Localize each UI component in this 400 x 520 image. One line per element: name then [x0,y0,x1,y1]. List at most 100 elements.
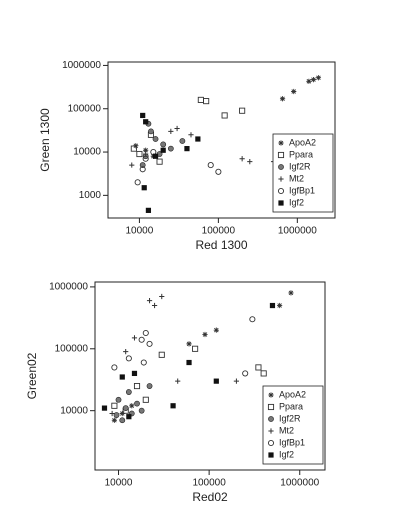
legend-marker [277,151,285,159]
y-tick-label: 10000 [73,147,101,158]
y-tick-label: 10000 [60,405,88,416]
marker-mt2 [174,125,180,132]
legend-marker [267,403,275,411]
marker-ppara [133,382,141,390]
legend-label: Igf2R [289,161,311,171]
marker-mt2 [233,378,240,384]
marker-ppara [203,98,210,105]
marker-mt2 [168,128,174,134]
marker-igf2r [139,162,146,168]
legend-label: Ppara [289,149,313,159]
marker-igfbp1 [139,166,146,173]
marker-apoa2 [111,417,117,423]
marker-igf2 [195,136,201,142]
legend-marker [268,392,274,398]
marker-igf2 [119,374,125,380]
marker-apoa2 [202,331,208,338]
x-tick-label: 1000000 [280,478,319,489]
marker-igf2r [152,136,159,142]
legend-marker [268,416,274,422]
y-tick-label: 1000000 [49,282,88,293]
marker-igf2 [269,302,276,309]
x-tick-label: 100000 [192,478,226,489]
legend-box [262,385,324,465]
marker-mt2 [129,162,135,168]
marker-mt2 [175,378,181,384]
x-tick-label: 1000000 [278,226,317,237]
legend-label: Mt2 [279,425,294,435]
legend-marker [278,176,284,182]
x-tick-label: 100000 [202,226,236,237]
marker-igfbp1 [215,168,222,175]
plot-frame [94,281,326,471]
marker-igf2 [145,207,152,213]
marker-apoa2 [213,327,219,333]
marker-igf2 [131,370,138,377]
marker-apoa2 [310,77,317,83]
marker-igfbp1 [242,370,249,377]
marker-igfbp1 [138,336,145,343]
marker-igf2r [134,400,140,407]
legend-marker [268,452,274,458]
marker-igf2 [184,146,190,152]
legend-label: ApoA2 [279,389,306,399]
marker-igf2 [141,185,147,191]
y-axis-title: Green02 [25,352,39,399]
marker-igf2r [138,407,145,414]
marker-apoa2 [291,88,297,95]
marker-igfbp1 [125,355,132,362]
y-tick-label: 100000 [55,343,89,354]
marker-igfbp1 [146,340,153,347]
legend-marker [277,187,285,195]
marker-ppara [111,402,118,409]
legend-marker [267,439,275,447]
marker-igf2r [148,128,154,135]
marker-igfbp1 [140,359,147,366]
legend-label: IgfBp1 [279,437,305,447]
marker-igfbp1 [207,162,214,169]
marker-ppara [255,364,262,371]
marker-ppara [156,158,163,165]
marker-mt2 [123,349,129,355]
legend-label: Mt2 [289,173,304,183]
marker-ppara [260,370,267,377]
y-tick-label: 1000000 [62,60,101,71]
marker-igfbp1 [249,316,256,323]
marker-mt2 [151,302,158,309]
marker-ppara [239,107,246,114]
y-tick-label: 100000 [68,103,102,114]
marker-igf2r [115,396,122,403]
marker-ppara [142,396,149,403]
marker-apoa2 [119,410,125,417]
marker-igf2 [160,147,166,153]
marker-apoa2 [315,75,322,81]
marker-apoa2 [306,78,312,84]
marker-ppara [197,96,204,103]
marker-apoa2 [186,341,192,347]
x-axis-title: Red02 [192,490,228,504]
marker-igf2r [122,405,129,412]
marker-ppara [192,345,199,352]
x-tick-label: 10000 [105,478,133,489]
marker-igfbp1 [142,155,149,162]
marker-mt2 [109,410,115,417]
marker-igf2 [152,153,159,159]
y-axis-title: Green 1300 [38,108,52,172]
marker-apoa2 [129,403,135,409]
marker-apoa2 [279,96,286,102]
marker-igf2r [160,141,167,148]
marker-apoa2 [288,290,294,296]
marker-mt2 [188,132,194,138]
marker-igf2 [101,405,108,411]
marker-apoa2 [143,147,149,153]
y-tick-label: 1000 [79,190,102,201]
marker-igf2r [119,417,126,424]
legend-marker [278,164,284,170]
marker-igf2r [113,412,120,418]
marker-igf2 [143,119,149,125]
marker-igf2r [125,389,132,395]
marker-mt2 [146,298,153,304]
legend-label: Ppara [279,401,303,411]
